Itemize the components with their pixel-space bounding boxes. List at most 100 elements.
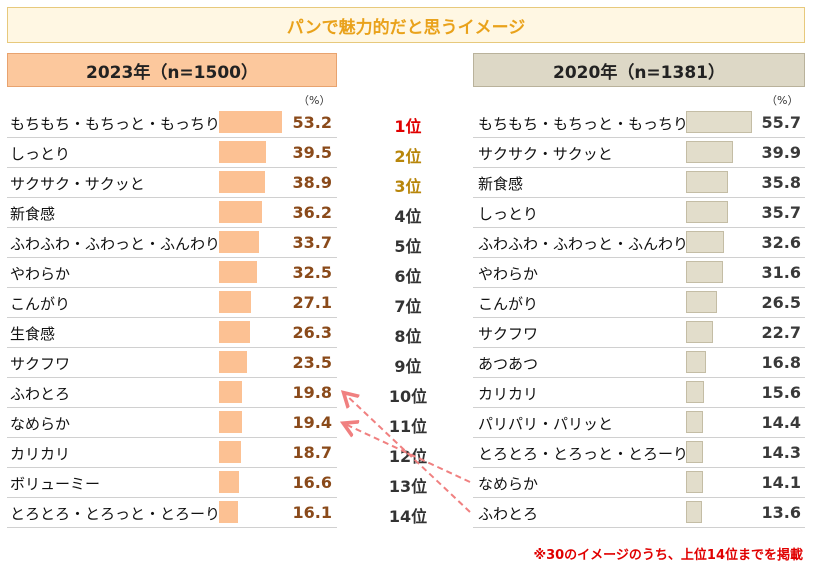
row-divider <box>473 137 805 138</box>
value-label-2020: 26.5 <box>761 293 801 312</box>
unit-label-2020: （%） <box>766 94 799 107</box>
row-divider <box>7 197 337 198</box>
rank-label: 9位 <box>394 357 422 376</box>
category-label-2023: 新食感 <box>10 205 56 223</box>
value-label-2020: 16.8 <box>761 353 801 372</box>
category-label-2023: なめらか <box>10 415 71 433</box>
row-divider <box>473 497 805 498</box>
value-label-2023: 36.2 <box>292 203 332 222</box>
category-label-2020: こんがり <box>478 295 539 313</box>
row-divider <box>7 287 337 288</box>
rank-label: 1位 <box>394 117 422 136</box>
category-label-2023: とろとろ・とろっと・とろーり <box>10 505 221 523</box>
bar-2020 <box>686 291 718 313</box>
value-label-2020: 13.6 <box>761 503 801 522</box>
unit-label-2023: （%） <box>298 94 331 107</box>
bar-2020 <box>686 411 703 433</box>
bar-2023 <box>219 381 243 403</box>
value-label-2020: 35.7 <box>761 203 801 222</box>
footnote: ※30のイメージのうち、上位14位までを掲載 <box>533 548 803 563</box>
bar-2020 <box>686 141 734 163</box>
bar-2023 <box>219 261 258 283</box>
row-divider <box>473 167 805 168</box>
row-divider <box>7 377 337 378</box>
bar-2020 <box>686 111 752 133</box>
value-label-2020: 55.7 <box>761 113 801 132</box>
value-label-2020: 22.7 <box>761 323 801 342</box>
bar-2023 <box>219 351 247 373</box>
bar-2023 <box>219 441 242 463</box>
bar-2020 <box>686 231 725 253</box>
bar-2023 <box>219 231 259 253</box>
category-label-2023: ふわとろ <box>10 385 71 403</box>
row-divider <box>7 317 337 318</box>
row-divider <box>7 257 337 258</box>
row-divider <box>473 227 805 228</box>
value-label-2023: 32.5 <box>292 263 332 282</box>
rank-label: 2位 <box>394 147 422 166</box>
rank-label: 7位 <box>394 297 422 316</box>
bar-2020 <box>686 351 706 373</box>
bar-2020 <box>686 501 703 523</box>
row-divider <box>7 527 337 528</box>
bar-2020 <box>686 441 703 463</box>
category-label-2020: カリカリ <box>478 385 539 403</box>
bar-2020 <box>686 171 729 193</box>
value-label-2020: 15.6 <box>761 383 801 402</box>
category-label-2023: カリカリ <box>10 445 71 463</box>
category-label-2023: ふわふわ・ふわっと・ふんわり <box>10 235 221 253</box>
row-divider <box>7 437 337 438</box>
bar-2023 <box>219 471 239 493</box>
bar-2023 <box>219 291 251 313</box>
bar-2020 <box>686 471 703 493</box>
row-divider <box>473 377 805 378</box>
row-divider <box>473 197 805 198</box>
rank-label: 4位 <box>394 207 422 226</box>
row-divider <box>473 437 805 438</box>
bar-2020 <box>686 261 724 283</box>
category-label-2020: あつあつ <box>478 355 539 373</box>
category-label-2023: しっとり <box>10 145 71 163</box>
row-divider <box>473 257 805 258</box>
bar-2023 <box>219 171 265 193</box>
bar-2020 <box>686 321 713 343</box>
value-label-2020: 35.8 <box>761 173 801 192</box>
row-divider <box>7 407 337 408</box>
row-divider <box>473 407 805 408</box>
category-label-2023: 生食感 <box>10 325 56 343</box>
value-label-2023: 27.1 <box>292 293 332 312</box>
rank-label: 8位 <box>394 327 422 346</box>
category-label-2020: パリパリ・パリッと <box>478 415 614 433</box>
category-label-2023: やわらか <box>10 265 71 283</box>
category-label-2023: こんがり <box>10 295 71 313</box>
row-divider <box>473 347 805 348</box>
value-label-2020: 14.3 <box>761 443 801 462</box>
rank-label: 10位 <box>388 387 428 406</box>
bar-2023 <box>219 501 238 523</box>
rank-label: 11位 <box>388 417 428 436</box>
value-label-2020: 39.9 <box>761 143 801 162</box>
value-label-2023: 23.5 <box>292 353 332 372</box>
value-label-2020: 32.6 <box>761 233 801 252</box>
category-label-2020: しっとり <box>478 205 539 223</box>
header-2020: 2020年（n=1381） <box>473 53 805 87</box>
row-divider <box>473 317 805 318</box>
category-label-2023: もちもち・もちっと・もっちり <box>10 115 221 133</box>
value-label-2023: 26.3 <box>292 323 332 342</box>
bar-2023 <box>219 201 262 223</box>
rank-label: 13位 <box>388 477 428 496</box>
value-label-2023: 38.9 <box>292 173 332 192</box>
value-label-2023: 16.1 <box>292 503 332 522</box>
bar-2023 <box>219 411 242 433</box>
chart-title: パンで魅力的だと思うイメージ <box>7 7 805 43</box>
row-divider <box>473 527 805 528</box>
category-label-2023: ボリューミー <box>10 475 101 493</box>
category-label-2020: なめらか <box>478 475 539 493</box>
bar-2023 <box>219 321 251 343</box>
row-divider <box>473 467 805 468</box>
header-2023: 2023年（n=1500） <box>7 53 337 87</box>
value-label-2023: 19.4 <box>292 413 332 432</box>
row-divider <box>7 167 337 168</box>
bar-2023 <box>219 111 282 133</box>
